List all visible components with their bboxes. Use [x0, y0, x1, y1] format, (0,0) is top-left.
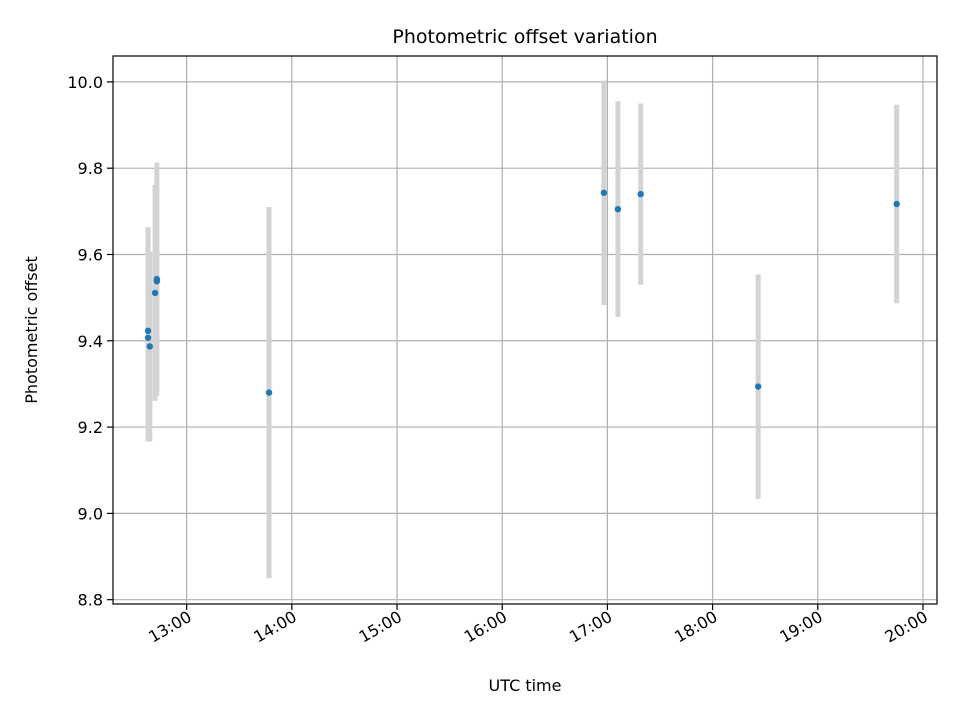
y-tick-label: 9.6	[78, 245, 103, 264]
data-point	[144, 334, 152, 341]
y-tick-label: 9.8	[78, 159, 103, 178]
data-points	[144, 189, 900, 396]
data-point	[144, 327, 152, 335]
data-point	[146, 343, 154, 350]
data-point	[265, 389, 273, 396]
data-point	[614, 205, 622, 213]
data-point	[637, 190, 644, 198]
x-axis-title: UTC time	[489, 676, 562, 695]
y-axis-title: Photometric offset	[22, 256, 41, 404]
data-point	[151, 289, 159, 297]
data-point	[600, 189, 608, 196]
chart-title: Photometric offset variation	[392, 26, 657, 48]
data-point	[893, 200, 900, 208]
y-tick-label: 9.4	[78, 332, 103, 351]
grid	[113, 56, 937, 604]
y-tick-label: 10.0	[67, 73, 103, 92]
y-tick-label: 9.2	[78, 418, 103, 437]
plot-frame	[112, 55, 938, 605]
y-tick-label: 8.8	[78, 591, 103, 610]
data-point	[754, 383, 762, 390]
data-point	[153, 275, 161, 283]
y-tick-label: 9.0	[78, 504, 103, 523]
